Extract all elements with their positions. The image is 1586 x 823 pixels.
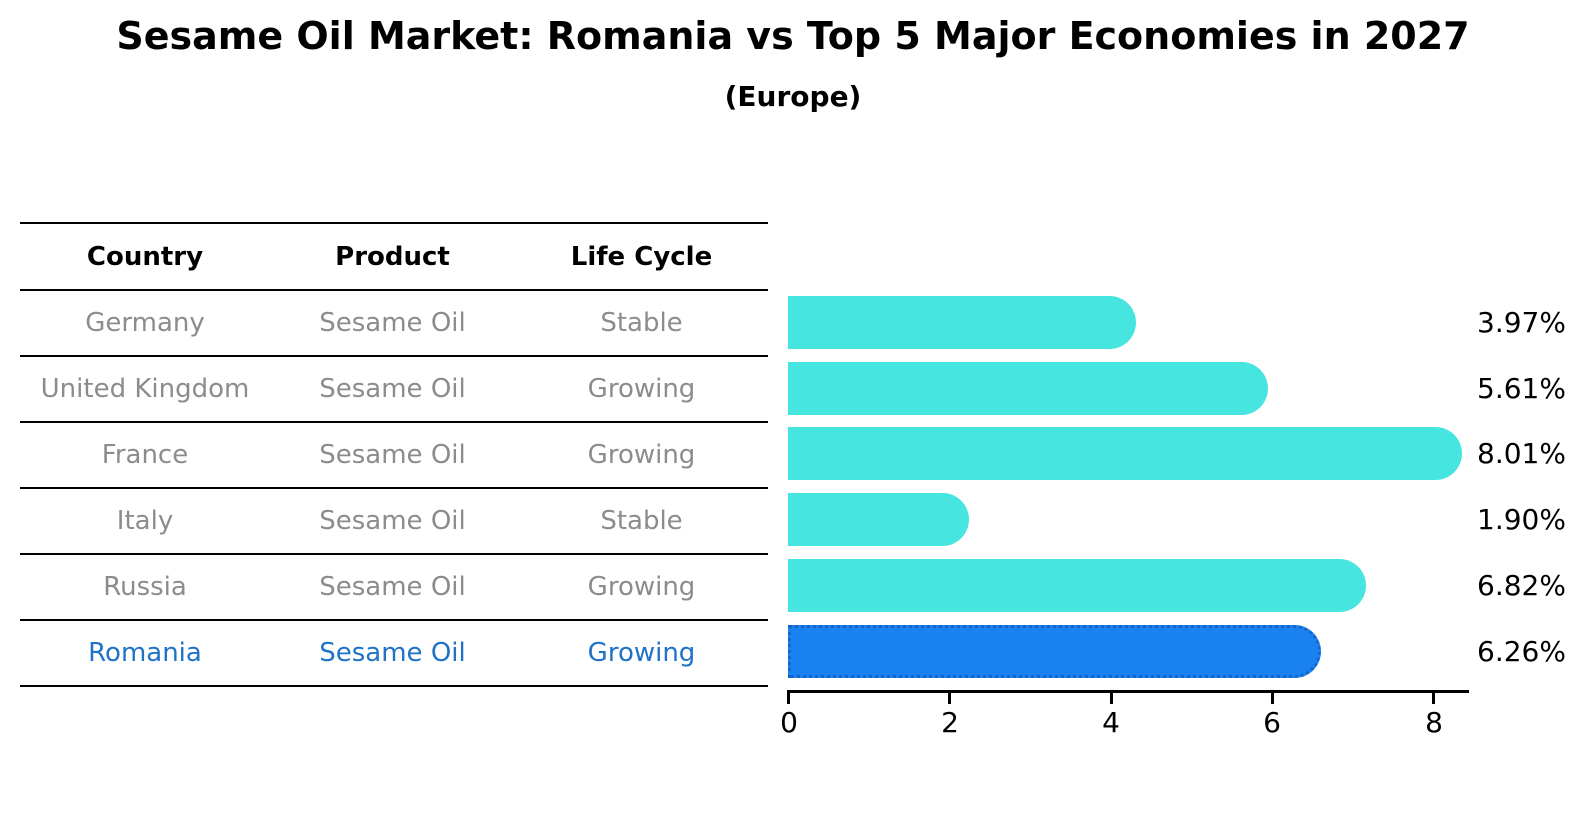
x-axis-tick-label: 0 (780, 706, 798, 739)
chart-subtitle: (Europe) (724, 80, 862, 113)
bar-germany (788, 296, 1136, 349)
header-product: Product (335, 241, 450, 272)
table-row-germany: Germany Sesame Oil Stable (20, 291, 768, 357)
x-axis-tick-label: 4 (1102, 706, 1120, 739)
bar-united-kingdom (788, 362, 1268, 415)
comparison-table: Country Product Life Cycle Germany Sesam… (20, 222, 768, 687)
table-row-united-kingdom: United Kingdom Sesame Oil Growing (20, 357, 768, 423)
table-header-row: Country Product Life Cycle (20, 222, 768, 291)
country-cell: Italy (116, 506, 174, 536)
x-axis-tick (948, 693, 951, 704)
life-cycle-cell: Growing (587, 374, 696, 404)
table-row-france: France Sesame Oil Growing (20, 423, 768, 489)
x-axis-tick (787, 693, 790, 704)
life-cycle-cell: Growing (587, 638, 696, 668)
value-label-france: 8.01% (1477, 437, 1566, 470)
bar-romania (788, 625, 1321, 678)
life-cycle-cell: Growing (587, 440, 696, 470)
product-cell: Sesame Oil (319, 572, 466, 602)
value-label-united-kingdom: 5.61% (1477, 372, 1566, 405)
life-cycle-cell: Stable (600, 308, 683, 338)
x-axis-tick-label: 8 (1425, 706, 1443, 739)
country-cell: Romania (88, 638, 202, 668)
country-cell: Germany (85, 308, 205, 338)
x-axis-tick (1271, 693, 1274, 704)
x-axis-tick-label: 6 (1263, 706, 1281, 739)
x-axis-tick (1110, 693, 1113, 704)
x-axis (787, 690, 1469, 693)
header-life-cycle: Life Cycle (570, 241, 713, 272)
value-label-russia: 6.82% (1477, 569, 1566, 602)
value-label-romania: 6.26% (1477, 635, 1566, 668)
bar-russia (788, 559, 1366, 612)
table-row-italy: Italy Sesame Oil Stable (20, 489, 768, 555)
life-cycle-cell: Stable (600, 506, 683, 536)
product-cell: Sesame Oil (319, 506, 466, 536)
country-cell: France (101, 440, 189, 470)
country-cell: United Kingdom (40, 374, 250, 404)
x-axis-tick-label: 2 (941, 706, 959, 739)
value-label-italy: 1.90% (1477, 503, 1566, 536)
product-cell: Sesame Oil (319, 374, 466, 404)
product-cell: Sesame Oil (319, 638, 466, 668)
x-axis-tick (1432, 693, 1435, 704)
value-label-germany: 3.97% (1477, 306, 1566, 339)
bar-france (788, 427, 1462, 480)
product-cell: Sesame Oil (319, 308, 466, 338)
header-country: Country (86, 241, 204, 272)
table-row-romania: Romania Sesame Oil Growing (20, 621, 768, 687)
product-cell: Sesame Oil (319, 440, 466, 470)
life-cycle-cell: Growing (587, 572, 696, 602)
bar-italy (788, 493, 969, 546)
country-cell: Russia (103, 572, 187, 602)
table-row-russia: Russia Sesame Oil Growing (20, 555, 768, 621)
chart-title: Sesame Oil Market: Romania vs Top 5 Majo… (116, 14, 1470, 58)
